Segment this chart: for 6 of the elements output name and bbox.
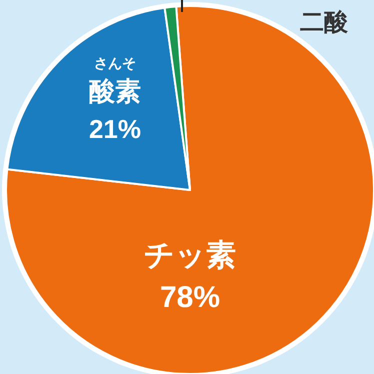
data-label: 21%: [88, 114, 142, 144]
slice-label: 酸素: [89, 76, 141, 106]
slice-label: チッ素: [144, 239, 236, 272]
data-label: 78%: [160, 281, 220, 314]
text: 二酸: [300, 9, 349, 36]
text: さんそ: [94, 55, 136, 71]
